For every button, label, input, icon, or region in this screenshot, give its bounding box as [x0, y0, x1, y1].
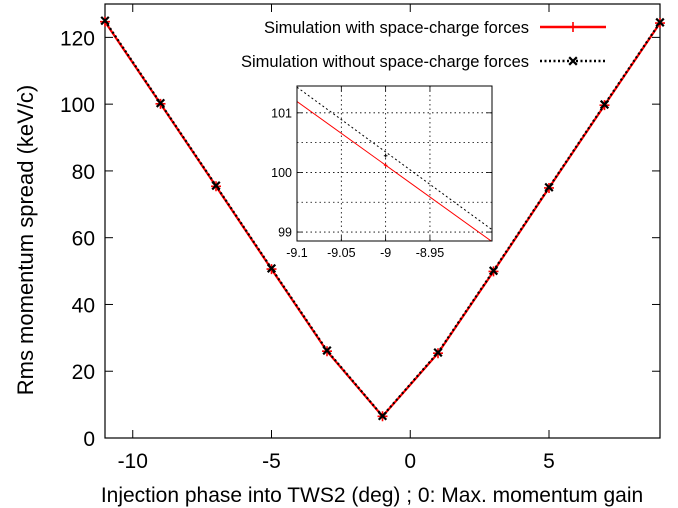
inset-y-tick-label: 101: [271, 106, 292, 120]
legend-label-2: Simulation without space-charge forces: [241, 53, 529, 71]
data-point-2: [655, 17, 665, 27]
data-point-2: [322, 345, 332, 356]
inset-x-tick-label: -9.05: [327, 246, 356, 260]
data-point-2: [377, 411, 388, 421]
data-point-2: [266, 263, 277, 273]
y-tick-label: 60: [72, 228, 95, 251]
inset-series-line-1: [297, 101, 492, 241]
inset-x-tick-label: -8.95: [416, 246, 445, 260]
x-tick-label: 5: [543, 450, 555, 473]
inset-plot: 99 100 101 -9.1 -9.05 -9 -8.95: [271, 85, 493, 260]
y-tick-label: 100: [60, 94, 95, 117]
inset-x-tick-label: -9.1: [286, 246, 308, 260]
y-tick-label: 120: [60, 27, 95, 50]
y-tick-label: 40: [72, 294, 95, 317]
x-tick-label: -10: [118, 450, 148, 473]
inset-frame: [296, 85, 493, 242]
inset-data-point-1: [383, 163, 388, 168]
data-point-2: [433, 347, 443, 358]
data-point-2: [155, 98, 166, 108]
y-tick-label: 80: [72, 161, 95, 184]
y-tick-label: 0: [83, 428, 95, 451]
y-tick-label: 20: [72, 361, 95, 384]
data-point-2: [211, 181, 221, 191]
data-point-2: [488, 266, 499, 276]
legend-marker-1: [568, 22, 578, 32]
inset-series-group: [297, 86, 492, 241]
legend-label-1: Simulation with space-charge forces: [264, 19, 529, 37]
inset-data-point-2: [383, 153, 388, 158]
data-point-2: [100, 16, 110, 26]
plot-area: 0 20 40 60 80 100 120 -10 -5 0 5: [60, 3, 665, 473]
inset-y-tick-label: 99: [278, 226, 292, 240]
legend: Simulation with space-charge forces Simul…: [241, 19, 606, 71]
inset-background: [297, 86, 492, 241]
x-axis-label: Injection phase into TWS2 (deg) ; 0: Max…: [101, 484, 643, 507]
y-axis-label: Rms momentum spread (keV/c): [13, 85, 38, 396]
x-tick-label: -5: [262, 450, 281, 473]
inset-x-tick-label: -9: [380, 246, 391, 260]
x-tick-label: 0: [404, 450, 416, 473]
inset-y-tick-label: 100: [271, 166, 292, 180]
legend-marker-2: [568, 56, 578, 66]
data-point-2: [544, 182, 554, 192]
data-point-2: [599, 99, 610, 110]
plot-frame: [104, 3, 661, 439]
